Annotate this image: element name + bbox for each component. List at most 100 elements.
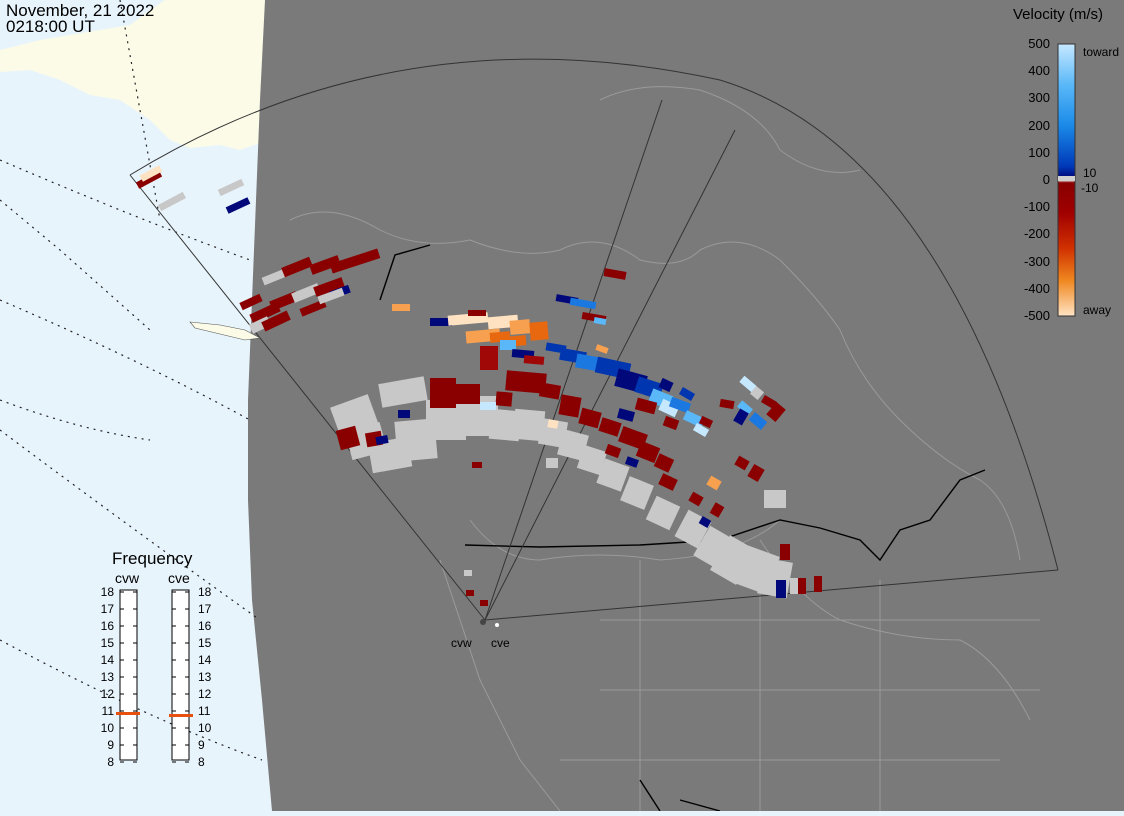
echo-cell [239, 293, 263, 311]
echo-cell [569, 297, 597, 310]
freq-scale-label: 8 [198, 755, 205, 769]
freq-scale-label: 16 [100, 619, 114, 633]
freq-scale-label: 11 [198, 704, 211, 718]
echo-cell [430, 318, 452, 326]
echo-cell [747, 463, 765, 483]
echo-cell [489, 331, 511, 343]
echo-cell [217, 178, 245, 197]
freq-scale-label: 14 [198, 653, 212, 667]
echo-cell [678, 387, 696, 401]
freq-scale-label: 11 [101, 704, 114, 718]
echo-cell [688, 491, 704, 507]
echo-cell [698, 516, 712, 528]
echo-cell [710, 535, 756, 585]
freq-radar-cvw-label: cvw [115, 570, 140, 586]
echo-cell [719, 398, 735, 410]
legend-tick-label: -200 [1023, 226, 1050, 242]
echo-cell [330, 394, 378, 436]
site-marker-cvw [480, 619, 486, 625]
echo-cell [500, 340, 516, 350]
legend-tick-label: -100 [1023, 199, 1050, 215]
freq-scale-label: 17 [198, 602, 212, 616]
echo-cell [269, 291, 299, 311]
legend-pos-threshold: 10 [1083, 166, 1097, 180]
echo-cell [392, 304, 410, 311]
alaska-land [0, 0, 270, 150]
legend-neg-threshold: -10 [1081, 181, 1099, 195]
echo-cell [537, 417, 569, 449]
echo-cell [299, 299, 327, 317]
freq-scale-label: 8 [107, 755, 114, 769]
freq-scale-label: 12 [100, 687, 114, 701]
freq-bar-cve [171, 589, 190, 761]
echo-cell [546, 458, 558, 468]
legend-toward-label: toward [1083, 45, 1120, 59]
freq-radar-cve-label: cve [168, 570, 190, 586]
echo-cell [281, 256, 313, 278]
echo-cell [378, 376, 428, 408]
legend-tick-label: -300 [1023, 253, 1050, 269]
echo-cell [596, 458, 630, 492]
echo-cell [480, 402, 496, 410]
site-marker-cve [495, 623, 499, 627]
legend-tick-label: 200 [1028, 117, 1050, 133]
freq-marker-cve [169, 714, 193, 717]
date-label: November, 21 2022 [6, 1, 155, 20]
freq-scale-label: 10 [100, 721, 114, 735]
echo-cell [578, 407, 602, 429]
echo-cell [739, 375, 757, 393]
echo-cell [509, 319, 531, 335]
freq-scale-label: 15 [100, 636, 114, 650]
echo-cell [225, 197, 251, 214]
echo-cell [472, 462, 482, 468]
echo-cell [737, 400, 753, 416]
echo-cell [595, 344, 609, 354]
echo-cell [598, 417, 622, 437]
echo-cell [749, 385, 765, 401]
echo-cell [466, 590, 474, 596]
echo-cell [512, 408, 546, 442]
echo-cell [335, 425, 361, 451]
echo-cell [604, 443, 622, 459]
country-borders [379, 244, 986, 812]
freq-scale-label: 14 [100, 653, 114, 667]
legend-tick-label: -500 [1023, 308, 1050, 323]
echo-cell [780, 544, 790, 560]
legend-tick-label: 300 [1028, 90, 1050, 106]
echo-cell [468, 310, 486, 316]
colorbar-zero-band [1058, 176, 1075, 181]
echo-cell [658, 377, 674, 393]
echo-cell [523, 355, 545, 365]
echo-cell [645, 495, 681, 531]
echo-cell [693, 525, 733, 569]
echo-cell [398, 410, 410, 418]
freq-scale-label: 9 [107, 738, 114, 752]
legend-tick-label: 400 [1028, 63, 1050, 79]
time-label: 0218:00 UT [6, 17, 95, 36]
echo-cell [764, 490, 786, 508]
freq-scale-label: 17 [100, 602, 114, 616]
echo-cell [309, 255, 341, 275]
echo-cell [430, 378, 456, 408]
legend-tick-label: -400 [1023, 280, 1050, 296]
echo-cell [603, 268, 627, 280]
echo-cell [635, 440, 661, 464]
freq-scale-label: 12 [198, 687, 212, 701]
site-label-cvw: cvw [451, 636, 472, 650]
legend-tick-label: 0 [1042, 172, 1050, 187]
echo-cell [658, 398, 680, 418]
freq-scale-label: 18 [100, 585, 114, 599]
legend-tick-label: 500 [1028, 36, 1050, 51]
freq-scale-label: 9 [198, 738, 205, 752]
echo-cell [464, 570, 472, 576]
echo-cell [480, 600, 488, 606]
echo-cell [706, 475, 722, 491]
freq-scale-label: 15 [198, 636, 212, 650]
radar-echoes [135, 165, 822, 606]
echo-cell [734, 455, 750, 471]
echo-cell [157, 191, 187, 212]
echo-cell [748, 412, 768, 430]
freq-scale-label: 16 [198, 619, 212, 633]
legend-title: Velocity (m/s) [1013, 6, 1104, 23]
